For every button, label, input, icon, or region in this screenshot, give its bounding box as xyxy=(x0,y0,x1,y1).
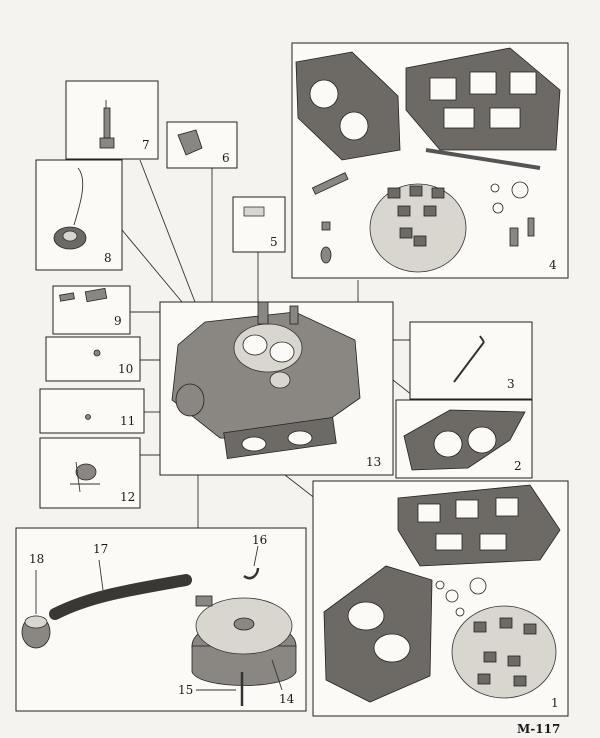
callout-7: 7 xyxy=(142,138,150,152)
callout-3: 3 xyxy=(507,377,515,391)
callout-14: 14 xyxy=(279,692,295,706)
figure-caption: M-117 xyxy=(517,722,560,736)
callout-17: 17 xyxy=(93,542,108,556)
callout-5: 5 xyxy=(270,235,278,249)
clip-part-5 xyxy=(244,207,264,216)
callout-18: 18 xyxy=(29,552,44,566)
callout-4: 4 xyxy=(549,258,557,272)
callout-11: 11 xyxy=(120,414,135,428)
callout-9: 9 xyxy=(114,314,122,328)
callout-10: 10 xyxy=(118,362,133,376)
callout-8: 8 xyxy=(104,251,112,265)
callout-15: 15 xyxy=(178,683,193,697)
callout-12: 12 xyxy=(120,490,135,504)
plug-part-10 xyxy=(94,350,100,356)
callout-16: 16 xyxy=(252,533,267,547)
callout-1: 1 xyxy=(551,696,559,710)
ball-part-11 xyxy=(86,415,91,420)
callout-2: 2 xyxy=(514,459,522,473)
callout-6: 6 xyxy=(222,151,230,165)
callout-13: 13 xyxy=(366,455,381,469)
